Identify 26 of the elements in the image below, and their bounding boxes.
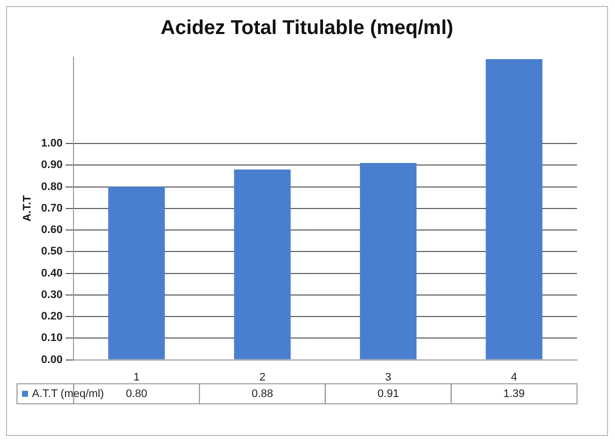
bar bbox=[234, 169, 291, 360]
y-tick-label: 0.20 bbox=[41, 310, 63, 323]
y-tick-label: 0.40 bbox=[41, 267, 63, 280]
chart-title: Acidez Total Titulable (meq/ml) bbox=[160, 17, 454, 40]
y-tick-label: 0.80 bbox=[41, 180, 63, 193]
x-tick-label: 3 bbox=[385, 371, 392, 384]
bar bbox=[108, 186, 165, 360]
y-tick-label: 0.50 bbox=[41, 246, 63, 258]
x-tick-label: 2 bbox=[259, 371, 266, 384]
data-label: 0.88 bbox=[252, 388, 274, 400]
y-tick-label: 1.00 bbox=[41, 138, 63, 150]
y-tick-label: 0.00 bbox=[41, 354, 63, 366]
data-label: 1.39 bbox=[503, 388, 525, 400]
data-label: 0.91 bbox=[378, 388, 399, 400]
y-tick-label: 0.90 bbox=[41, 159, 63, 172]
y-tick-label: 0.70 bbox=[41, 202, 63, 214]
legend-label: A.T.T (meq/ml) bbox=[32, 388, 104, 400]
y-tick-label: 0.60 bbox=[41, 224, 63, 236]
bar bbox=[360, 162, 417, 360]
x-tick-label: 1 bbox=[133, 371, 140, 384]
y-tick-label: 0.30 bbox=[41, 288, 63, 301]
y-axis-title: A.T.T bbox=[22, 194, 34, 222]
data-label: 0.80 bbox=[126, 388, 148, 400]
y-tick-label: 0.10 bbox=[41, 332, 63, 344]
bar bbox=[486, 59, 542, 360]
x-tick-label: 4 bbox=[511, 371, 518, 384]
